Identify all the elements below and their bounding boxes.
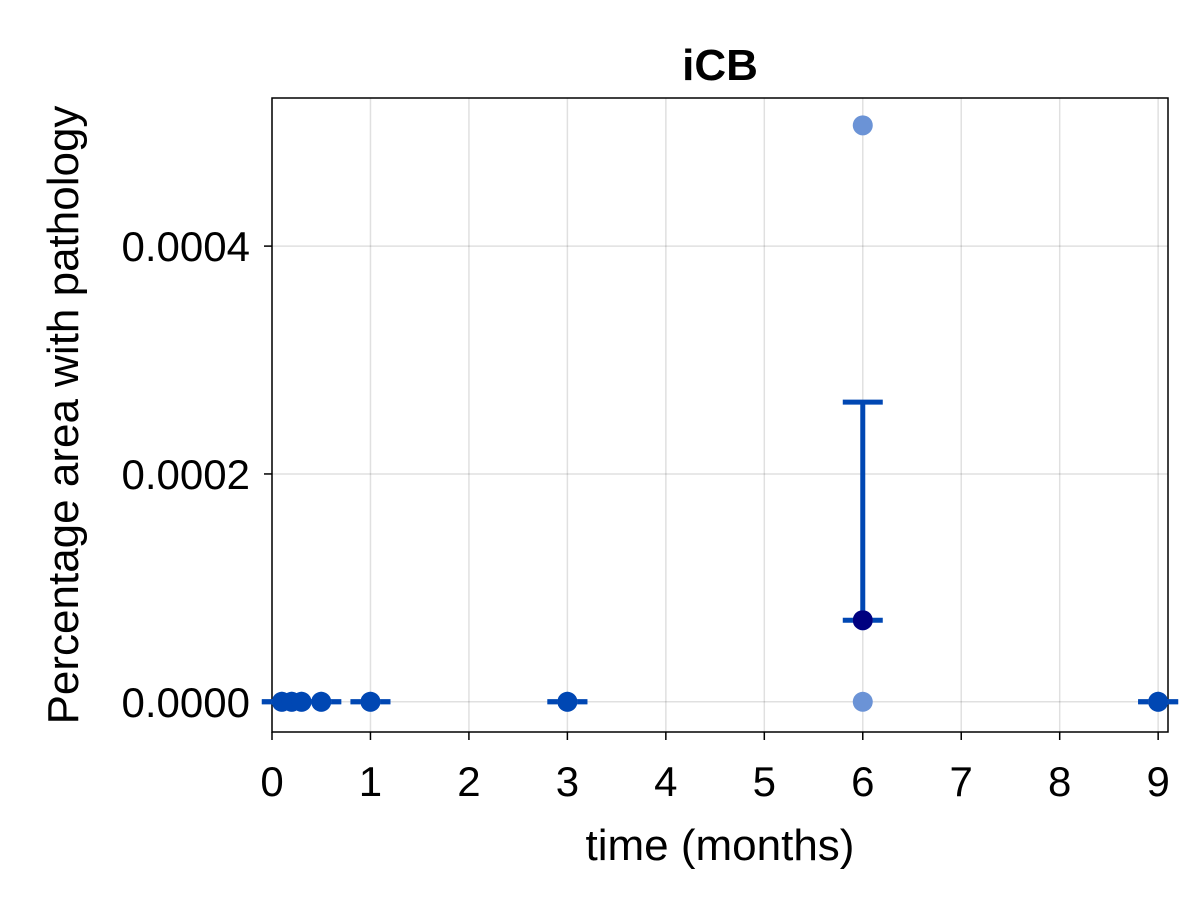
x-tick-label: 3: [556, 758, 579, 805]
x-tick-label: 6: [851, 758, 874, 805]
mean-marker: [360, 691, 381, 712]
x-axis: 0 1 2 3 4 5 6 7 8 9: [260, 732, 1170, 805]
error-bar: [842, 399, 883, 623]
x-tick-label: 8: [1048, 758, 1071, 805]
data-points: [271, 115, 1169, 712]
mean-marker: [311, 691, 332, 712]
y-tick-label: 0.0004: [122, 223, 250, 270]
mean-marker: [557, 691, 578, 712]
data-point: [852, 691, 873, 712]
error-bars: [261, 399, 1179, 705]
y-tick-label: 0.0002: [122, 451, 250, 498]
x-tick-label: 1: [359, 758, 382, 805]
x-tick-label: 2: [457, 758, 480, 805]
x-tick-label: 5: [753, 758, 776, 805]
plot-frame: [271, 97, 1169, 733]
data-point: [852, 115, 873, 136]
y-axis-label: Percentage area with pathology: [39, 106, 88, 725]
mean-marker: [1148, 691, 1169, 712]
x-tick-label: 4: [654, 758, 677, 805]
y-tick-label: 0.0000: [122, 679, 250, 726]
x-axis-label: time (months): [586, 821, 855, 870]
mean-marker: [291, 691, 312, 712]
x-tick-label: 7: [950, 758, 973, 805]
grid: [271, 98, 1168, 732]
mean-marker: [852, 610, 873, 631]
x-tick-label: 0: [260, 758, 283, 805]
y-axis: 0.0000 0.0002 0.0004: [122, 223, 272, 726]
x-tick-label: 9: [1146, 758, 1169, 805]
chart-title: iCB: [682, 41, 758, 90]
mean-markers: [271, 610, 1169, 712]
